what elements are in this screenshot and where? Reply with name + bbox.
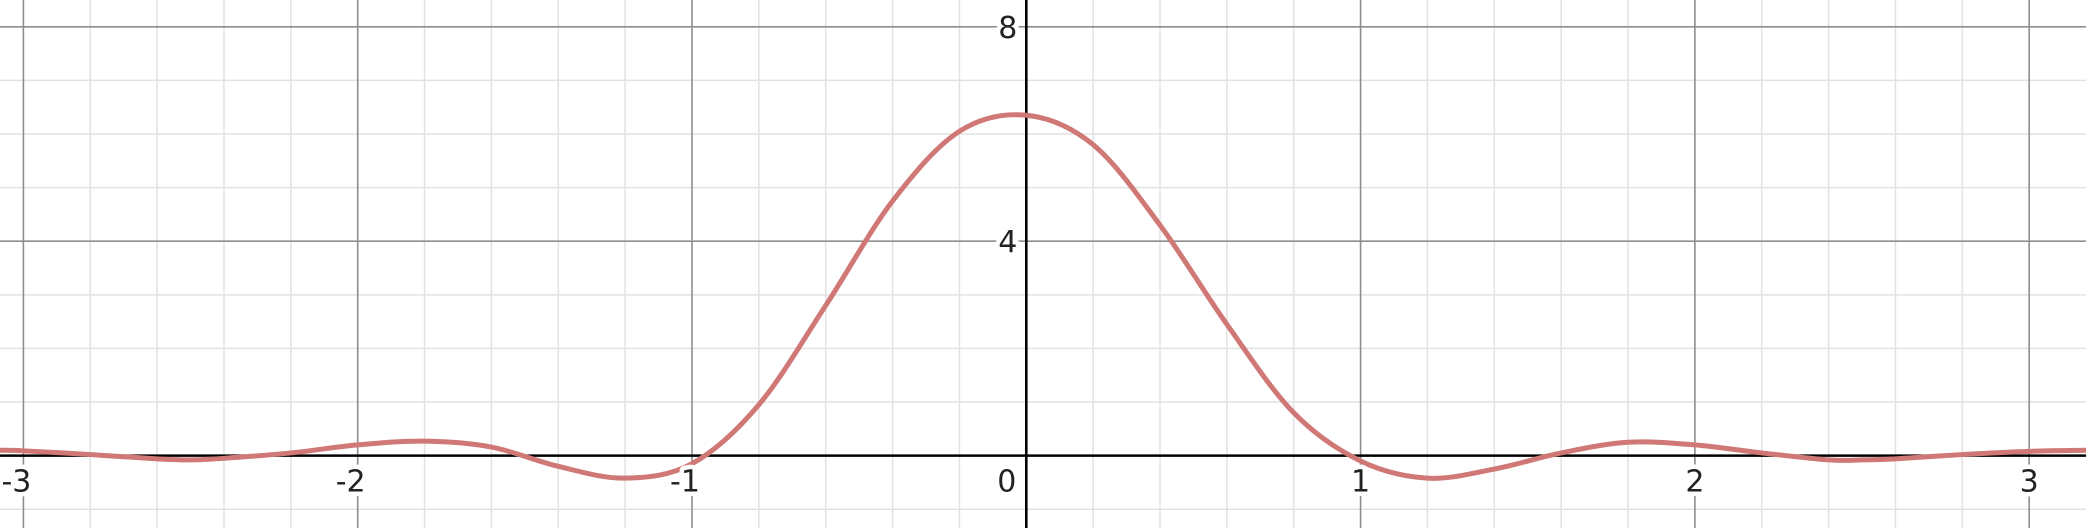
x-tick-label: -2: [336, 465, 366, 500]
x-tick-label: 1: [1351, 465, 1370, 500]
y-tick-label: 4: [998, 225, 1017, 260]
x-tick-label: 0: [997, 465, 1016, 500]
series-line: [0, 112, 2086, 481]
y-tick-label: 8: [998, 11, 1017, 46]
series-layer: [0, 112, 2086, 481]
tick-labels: -3 -2 -1 0 1 2 3 4 8: [0, 6, 2043, 504]
x-tick-label: -1: [670, 465, 700, 500]
x-tick-label: 2: [1685, 465, 1704, 500]
x-tick-label: -3: [1, 465, 31, 500]
x-tick-label: 3: [2020, 465, 2039, 500]
